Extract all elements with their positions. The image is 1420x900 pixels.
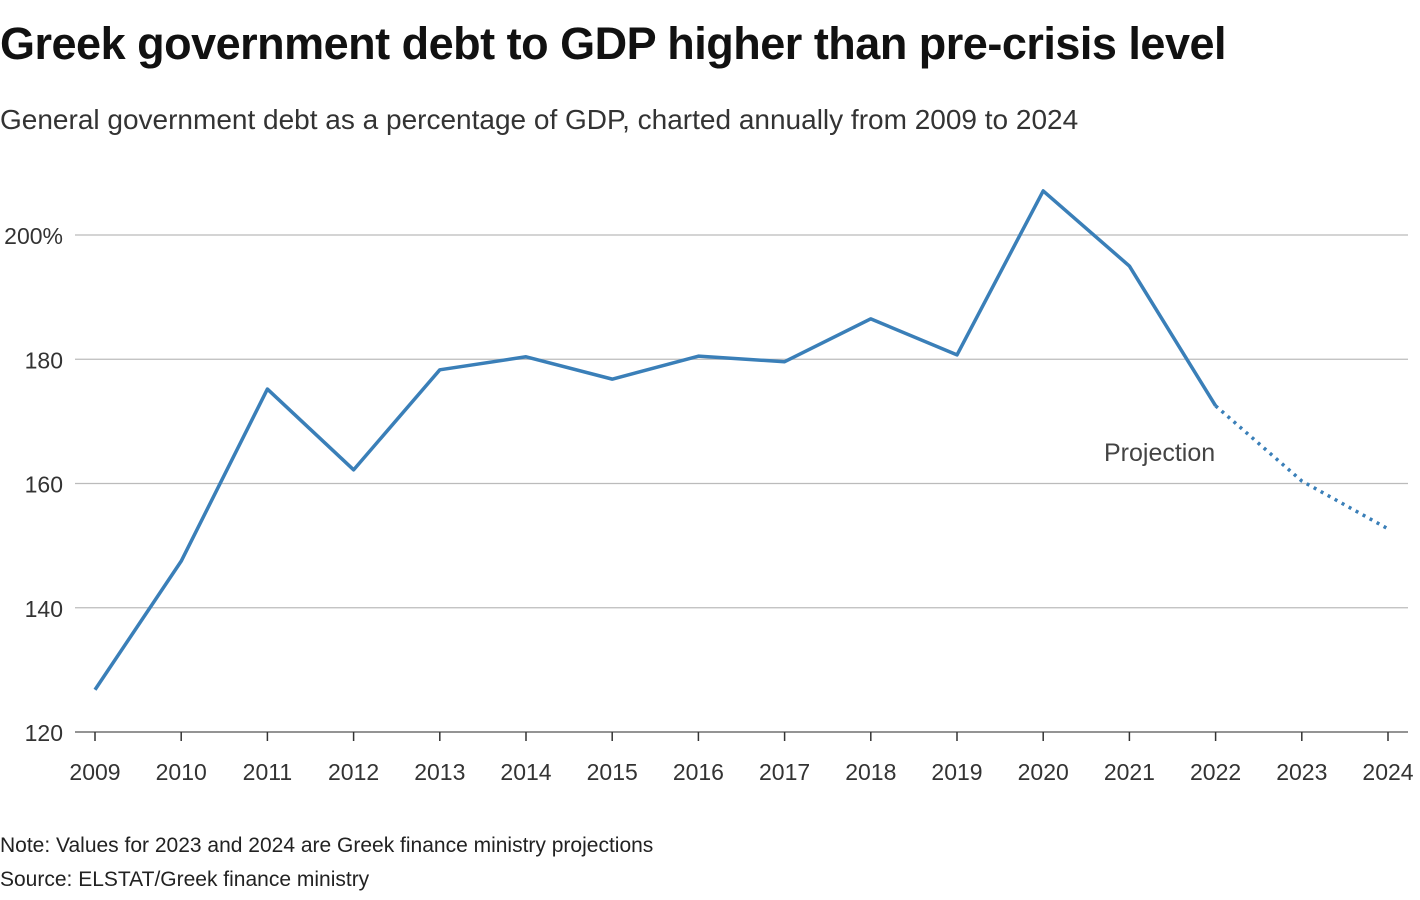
y-tick-label: 200% (4, 223, 63, 249)
x-tick-label: 2018 (845, 759, 896, 785)
actual-debt-line (93, 189, 1218, 691)
x-tick-label: 2010 (156, 759, 207, 785)
x-tick-label: 2020 (1018, 759, 1069, 785)
chart-subtitle: General government debt as a percentage … (0, 104, 1079, 135)
y-tick-label: 120 (25, 720, 63, 746)
projection-annotation: Projection (1104, 439, 1215, 467)
x-tick-label: 2019 (931, 759, 982, 785)
x-tick-label: 2015 (587, 759, 638, 785)
x-tick-label: 2013 (414, 759, 465, 785)
x-tick-label: 2016 (673, 759, 724, 785)
y-tick-label: 180 (25, 347, 63, 373)
x-tick-label: 2021 (1104, 759, 1155, 785)
x-tick-label: 2022 (1190, 759, 1241, 785)
x-tick-label: 2014 (500, 759, 551, 785)
x-tick-label: 2023 (1276, 759, 1327, 785)
chart-note: Note: Values for 2023 and 2024 are Greek… (0, 834, 654, 857)
line-chart: 120 140 160 180 200% 2009 2010 2011 2012 2013 2014… (4, 189, 1414, 785)
x-tick-label: 2009 (69, 759, 120, 785)
x-tick-label: 2011 (243, 759, 292, 785)
x-tick-label: 2024 (1362, 759, 1413, 785)
x-tick-label: 2012 (328, 759, 379, 785)
chart-source: Source: ELSTAT/Greek finance ministry (0, 868, 370, 891)
y-tick-label: 140 (25, 596, 63, 622)
y-tick-label: 160 (25, 472, 63, 498)
projection-line (1214, 404, 1389, 531)
chart-title: Greek government debt to GDP higher than… (0, 18, 1227, 69)
x-tick-label: 2017 (759, 759, 810, 785)
